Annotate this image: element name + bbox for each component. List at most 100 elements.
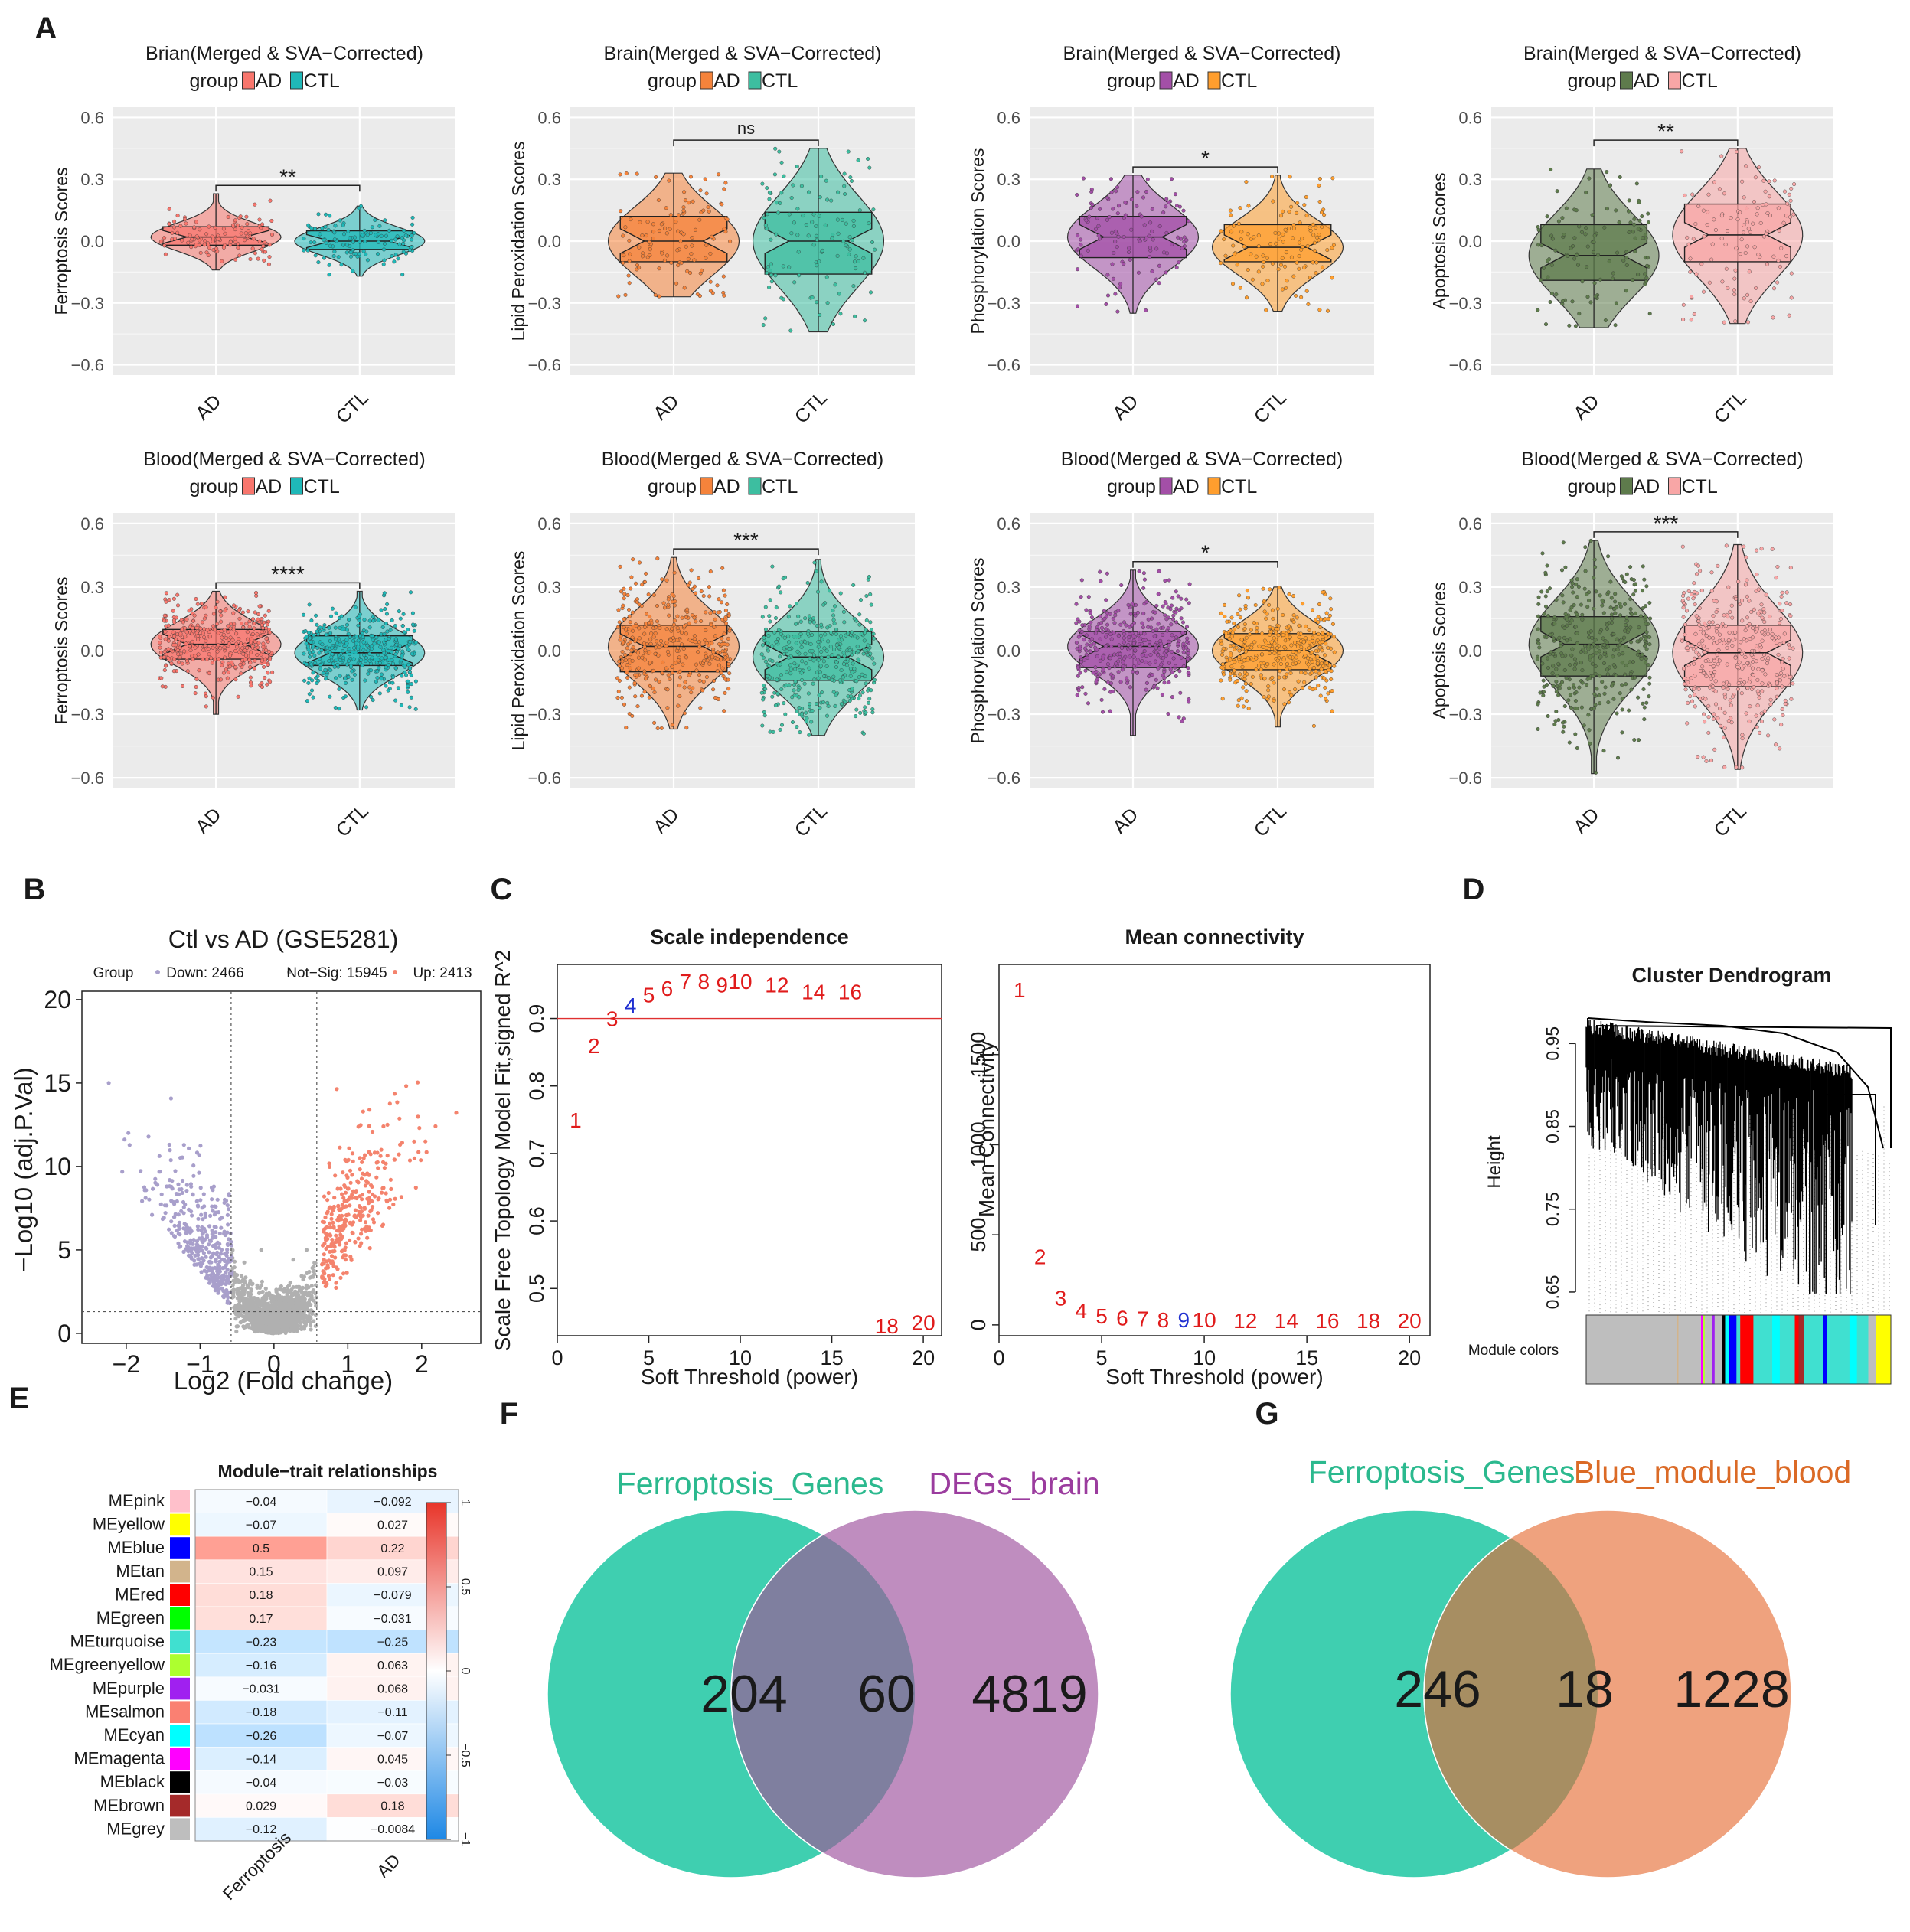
data-point — [1311, 635, 1315, 640]
data-point — [805, 716, 809, 720]
significance-bracket — [673, 139, 819, 147]
data-point — [328, 638, 332, 643]
data-point — [711, 650, 716, 654]
data-point — [202, 635, 207, 640]
data-point — [1307, 628, 1311, 633]
legend-item: Down: 2466 — [166, 965, 243, 981]
data-point — [245, 234, 250, 239]
data-point — [1142, 649, 1147, 654]
data-point — [1614, 301, 1618, 305]
data-point — [1243, 603, 1248, 608]
data-point — [664, 666, 668, 671]
data-point — [353, 605, 358, 609]
data-point — [1112, 631, 1116, 635]
data-point — [717, 610, 721, 615]
data-point — [1592, 240, 1596, 244]
data-point — [1791, 212, 1796, 217]
data-point — [727, 671, 732, 676]
data-point — [392, 259, 397, 264]
data-point — [629, 586, 633, 591]
data-point — [1299, 247, 1304, 252]
data-point — [638, 220, 642, 224]
data-point — [814, 224, 818, 228]
data-point — [1603, 685, 1608, 690]
data-point — [1755, 627, 1759, 631]
data-point — [826, 654, 831, 659]
data-point — [1601, 661, 1606, 666]
data-point — [821, 659, 826, 664]
data-point — [1174, 635, 1178, 640]
data-point — [818, 706, 822, 710]
data-point — [615, 696, 620, 700]
data-point — [1074, 621, 1079, 625]
data-point — [1156, 622, 1161, 626]
data-point — [248, 665, 253, 670]
data-point — [710, 641, 714, 645]
data-point — [410, 651, 414, 656]
data-point — [1089, 620, 1093, 625]
data-point — [344, 250, 349, 255]
data-point — [1755, 206, 1760, 210]
data-point — [261, 645, 266, 649]
data-point — [1775, 673, 1779, 677]
data-point — [1707, 280, 1712, 285]
data-point — [1148, 220, 1153, 225]
data-point — [838, 634, 843, 638]
data-point — [382, 247, 387, 252]
data-point — [1312, 630, 1317, 635]
data-point — [1236, 698, 1241, 703]
data-point — [198, 626, 203, 631]
data-point — [1162, 676, 1167, 680]
x-tick-label: AD — [1108, 804, 1142, 837]
data-point — [194, 220, 198, 224]
data-point — [1719, 723, 1723, 728]
data-point — [1121, 664, 1125, 668]
data-point — [1166, 626, 1170, 631]
data-point — [623, 658, 628, 662]
data-point — [1694, 272, 1699, 276]
data-point — [1593, 294, 1598, 299]
data-point — [390, 661, 395, 666]
data-point — [645, 220, 650, 224]
data-point — [1254, 656, 1259, 661]
data-point — [854, 266, 858, 271]
data-point — [871, 631, 876, 636]
data-point — [629, 652, 633, 657]
data-point — [1277, 586, 1281, 590]
data-point — [663, 226, 668, 230]
data-point — [194, 234, 199, 239]
data-point — [204, 605, 208, 609]
data-point — [1228, 677, 1233, 682]
data-point — [1142, 223, 1147, 227]
data-point — [221, 671, 226, 675]
data-point — [1314, 675, 1318, 680]
point-nonsig — [249, 1287, 253, 1292]
data-point — [1178, 237, 1183, 241]
data-point — [1084, 218, 1089, 223]
data-point — [346, 631, 351, 636]
data-point — [771, 729, 775, 734]
data-point — [1082, 658, 1086, 662]
data-point — [1150, 616, 1154, 621]
data-point — [1736, 680, 1741, 685]
data-point — [1583, 650, 1588, 654]
data-point — [715, 283, 720, 288]
data-point — [1246, 596, 1250, 600]
data-point — [1700, 638, 1705, 643]
data-point — [812, 677, 817, 682]
data-point — [1252, 621, 1256, 625]
data-point — [1331, 635, 1336, 639]
data-point — [1757, 165, 1761, 170]
data-point — [311, 695, 315, 700]
data-point — [401, 612, 406, 616]
data-point — [1728, 698, 1732, 703]
data-point — [1320, 635, 1324, 640]
data-point — [1588, 654, 1592, 658]
data-point — [797, 695, 802, 700]
data-point — [1164, 649, 1169, 654]
data-point — [1591, 250, 1595, 254]
data-point — [1262, 260, 1266, 265]
data-point — [349, 664, 354, 668]
data-point — [163, 637, 168, 641]
data-point — [619, 695, 624, 700]
